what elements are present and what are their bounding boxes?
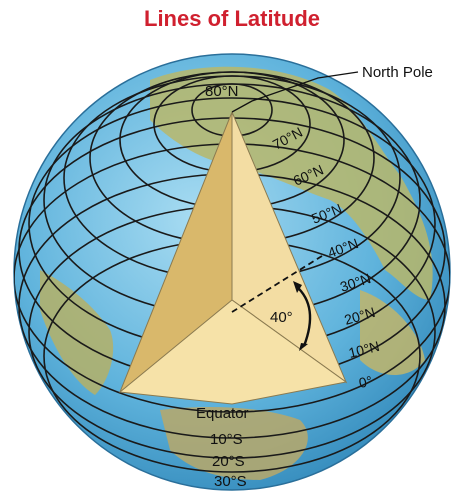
north-pole-leader bbox=[231, 71, 359, 113]
north-latitude-labels: 80°N 70°N 60°N 50°N 40°N 30°N 20°N 10°N … bbox=[205, 83, 381, 391]
latitude-angle-line bbox=[231, 255, 323, 313]
land-west bbox=[40, 270, 114, 395]
land-north bbox=[150, 66, 433, 300]
label-10n: 10°N bbox=[347, 338, 381, 361]
label-10s: 10°S bbox=[210, 431, 243, 448]
cutaway-wedge bbox=[118, 111, 348, 405]
angle-arc-arrow bbox=[295, 285, 312, 347]
label-20s: 20°S bbox=[212, 453, 245, 470]
angle-label: 40° bbox=[270, 309, 293, 326]
arrowhead-up bbox=[293, 281, 302, 293]
continents bbox=[40, 66, 433, 480]
label-0: 0° bbox=[357, 373, 373, 391]
south-latitude-labels: 10°S 20°S 30°S bbox=[210, 431, 247, 490]
land-south bbox=[160, 407, 308, 480]
arrowhead-down bbox=[299, 343, 308, 351]
label-30s: 30°S bbox=[214, 473, 247, 490]
label-80n: 80°N bbox=[205, 83, 239, 100]
wedge-bottom-face bbox=[118, 299, 348, 405]
north-pole-label: North Pole bbox=[362, 64, 433, 81]
land-east bbox=[360, 290, 425, 375]
diagram-title: Lines of Latitude bbox=[144, 6, 320, 31]
equator-label: Equator bbox=[196, 405, 249, 422]
